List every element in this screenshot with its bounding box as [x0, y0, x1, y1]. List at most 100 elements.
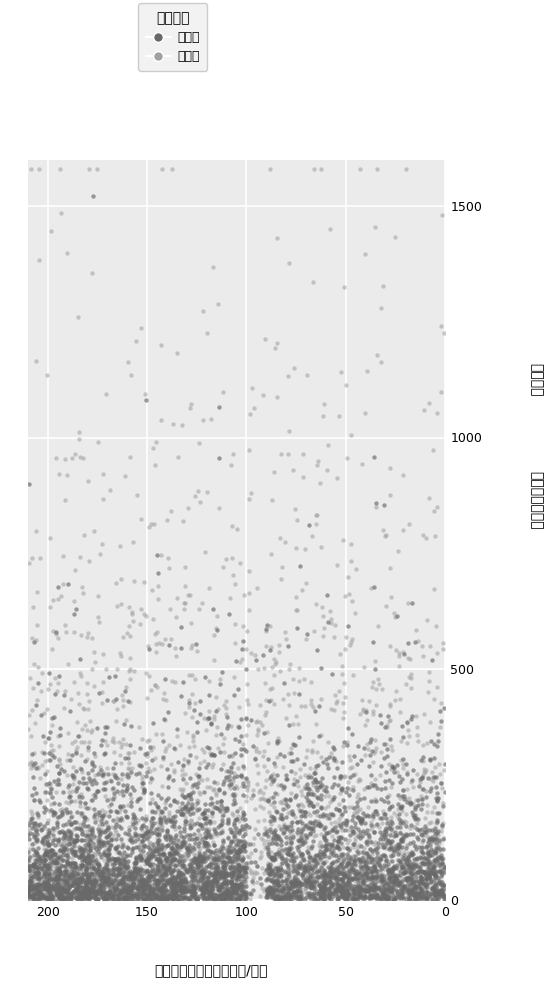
Point — [215, 817, 224, 833]
Point — [168, 870, 177, 886]
Point — [254, 661, 262, 677]
Point — [160, 877, 168, 893]
Point — [110, 872, 118, 888]
Point — [92, 863, 101, 879]
Point — [235, 857, 244, 873]
Point — [89, 875, 98, 891]
Point — [177, 871, 186, 887]
Point — [439, 798, 448, 814]
Point — [325, 849, 334, 865]
Point — [34, 659, 43, 675]
Point — [193, 792, 202, 808]
Point — [148, 836, 157, 852]
Point — [395, 790, 404, 806]
Point — [364, 888, 373, 904]
Point — [217, 867, 226, 883]
Point — [26, 803, 35, 819]
Point — [257, 790, 266, 806]
Point — [310, 881, 319, 897]
Point — [118, 874, 127, 890]
Point — [70, 821, 78, 837]
Point — [380, 890, 389, 906]
Point — [245, 491, 254, 507]
Point — [72, 783, 81, 799]
Point — [341, 878, 350, 894]
Point — [362, 836, 371, 852]
Point — [263, 880, 272, 896]
Point — [60, 858, 69, 874]
Point — [108, 856, 117, 872]
Point — [284, 842, 293, 858]
Point — [29, 863, 38, 879]
Point — [419, 767, 428, 783]
Point — [83, 868, 92, 884]
Point — [24, 852, 33, 868]
Point — [204, 858, 213, 874]
Point — [261, 638, 270, 654]
Point — [72, 890, 81, 906]
Point — [143, 887, 152, 903]
Point — [106, 482, 115, 498]
Point — [53, 880, 62, 896]
Point — [109, 875, 118, 891]
Point — [32, 847, 41, 863]
Point — [145, 837, 153, 853]
Point — [105, 874, 114, 890]
Point — [363, 864, 372, 880]
Point — [360, 246, 369, 262]
Point — [82, 881, 91, 897]
Point — [162, 874, 171, 890]
Point — [153, 851, 162, 867]
Point — [118, 687, 127, 703]
Point — [374, 887, 383, 903]
Point — [164, 849, 173, 865]
Point — [316, 774, 325, 790]
Point — [384, 890, 393, 906]
Point — [168, 673, 177, 689]
Point — [239, 867, 247, 883]
Point — [82, 882, 91, 898]
Point — [203, 850, 212, 866]
Point — [137, 846, 146, 862]
Point — [332, 878, 341, 894]
Point — [92, 863, 101, 879]
Point — [282, 767, 291, 783]
Point — [241, 820, 250, 836]
Point — [53, 833, 62, 849]
Point — [327, 885, 336, 901]
Point — [421, 871, 430, 887]
Point — [72, 820, 81, 836]
Point — [435, 766, 444, 782]
Point — [344, 886, 353, 902]
Point — [333, 839, 342, 855]
Point — [72, 874, 81, 890]
Point — [360, 876, 369, 892]
Point — [321, 842, 330, 858]
Point — [399, 760, 408, 776]
Point — [40, 784, 49, 800]
Point — [337, 819, 346, 835]
Point — [239, 843, 248, 859]
Point — [91, 841, 100, 857]
Point — [103, 847, 112, 863]
Point — [52, 882, 61, 898]
Point — [103, 792, 112, 808]
Point — [134, 888, 143, 904]
Point — [97, 885, 106, 901]
Point — [421, 866, 430, 882]
Point — [334, 890, 342, 906]
Point — [385, 713, 394, 729]
Point — [211, 823, 220, 839]
Point — [438, 207, 447, 223]
Point — [327, 855, 336, 871]
Point — [287, 840, 296, 856]
Point — [231, 635, 240, 651]
Point — [186, 840, 195, 856]
Point — [170, 815, 178, 831]
Point — [74, 839, 83, 855]
Point — [400, 879, 409, 895]
Point — [227, 776, 236, 792]
Point — [323, 734, 332, 750]
Point — [295, 729, 304, 745]
Point — [68, 877, 77, 893]
